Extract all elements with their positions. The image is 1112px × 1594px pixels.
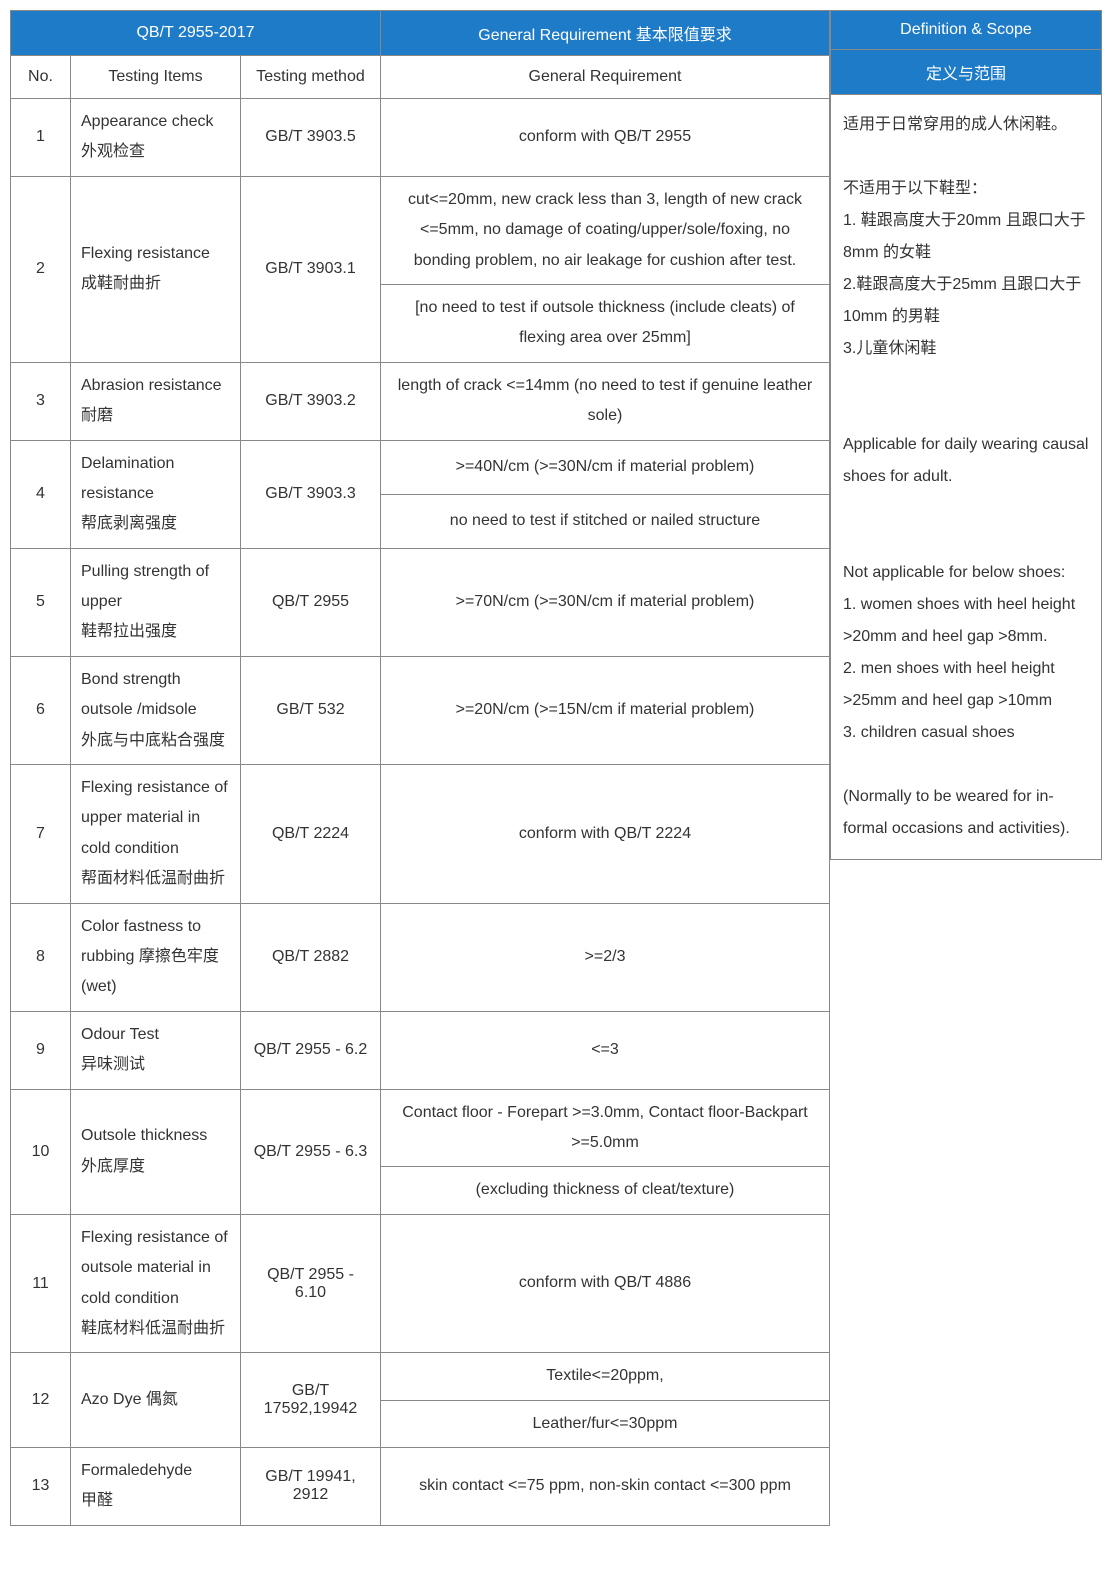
cell-no: 1: [11, 99, 71, 177]
cell-requirement: >=20N/cm (>=15N/cm if material problem): [381, 656, 830, 764]
table-row: 3Abrasion resistance 耐磨GB/T 3903.2length…: [11, 362, 830, 440]
cell-testing-method: GB/T 3903.1: [241, 176, 381, 362]
table-row: 6Bond strength outsole /midsole 外底与中底粘合强…: [11, 656, 830, 764]
header-definition: Definition & Scope: [831, 11, 1102, 50]
cell-requirement: [no need to test if outsole thickness (i…: [381, 284, 830, 362]
cell-requirement: conform with QB/T 4886: [381, 1214, 830, 1353]
cell-testing-method: QB/T 2955 - 6.2: [241, 1011, 381, 1089]
cell-no: 10: [11, 1089, 71, 1214]
table-row: 9Odour Test 异味测试QB/T 2955 - 6.2<=3: [11, 1011, 830, 1089]
cell-requirement: <=3: [381, 1011, 830, 1089]
main-table: QB/T 2955-2017 General Requirement 基本限值要…: [10, 10, 830, 1526]
cell-no: 2: [11, 176, 71, 362]
cell-testing-method: GB/T 532: [241, 656, 381, 764]
cell-testing-items: Appearance check 外观检查: [71, 99, 241, 177]
cell-testing-method: GB/T 17592,19942: [241, 1353, 381, 1448]
cell-testing-method: QB/T 2955: [241, 548, 381, 656]
cell-testing-method: QB/T 2882: [241, 903, 381, 1011]
cell-requirement: length of crack <=14mm (no need to test …: [381, 362, 830, 440]
cell-requirement: conform with QB/T 2955: [381, 99, 830, 177]
cell-testing-items: Formaledehyde 甲醛: [71, 1448, 241, 1526]
cell-testing-method: GB/T 3903.3: [241, 440, 381, 548]
cell-requirement: skin contact <=75 ppm, non-skin contact …: [381, 1448, 830, 1526]
subheader-items: Testing Items: [71, 56, 241, 99]
definition-scope-cell: 适用于日常穿用的成人休闲鞋。 不适用于以下鞋型： 1. 鞋跟高度大于20mm 且…: [831, 95, 1102, 860]
table-row: 5Pulling strength of upper 鞋帮拉出强度QB/T 29…: [11, 548, 830, 656]
cell-testing-items: Flexing resistance 成鞋耐曲折: [71, 176, 241, 362]
cell-requirement: >=70N/cm (>=30N/cm if material problem): [381, 548, 830, 656]
cell-requirement: Contact floor - Forepart >=3.0mm, Contac…: [381, 1089, 830, 1167]
table-row: 8Color fastness to rubbing 摩擦色牢度 (wet)QB…: [11, 903, 830, 1011]
cell-testing-items: Abrasion resistance 耐磨: [71, 362, 241, 440]
cell-no: 6: [11, 656, 71, 764]
cell-testing-method: QB/T 2224: [241, 765, 381, 904]
cell-no: 11: [11, 1214, 71, 1353]
cell-no: 5: [11, 548, 71, 656]
cell-requirement: Textile<=20ppm,: [381, 1353, 830, 1400]
header-standard: QB/T 2955-2017: [11, 11, 381, 56]
cell-testing-items: Outsole thickness 外底厚度: [71, 1089, 241, 1214]
cell-requirement: >=40N/cm (>=30N/cm if material problem): [381, 440, 830, 494]
subheader-row: No.Testing ItemsTesting methodGeneral Re…: [11, 56, 830, 99]
cell-no: 3: [11, 362, 71, 440]
subheader-no: No.: [11, 56, 71, 99]
cell-testing-items: Flexing resistance of outsole material i…: [71, 1214, 241, 1353]
header-definition-cn: 定义与范围: [831, 50, 1102, 95]
cell-testing-method: GB/T 3903.2: [241, 362, 381, 440]
subheader-method: Testing method: [241, 56, 381, 99]
cell-testing-method: GB/T 3903.5: [241, 99, 381, 177]
cell-requirement: >=2/3: [381, 903, 830, 1011]
table-row: 11Flexing resistance of outsole material…: [11, 1214, 830, 1353]
cell-testing-method: QB/T 2955 - 6.10: [241, 1214, 381, 1353]
table-row: 1Appearance check 外观检查GB/T 3903.5conform…: [11, 99, 830, 177]
table-row: 4Delamination resistance 帮底剥离强度GB/T 3903…: [11, 440, 830, 494]
table-row: 7Flexing resistance of upper material in…: [11, 765, 830, 904]
header-row: QB/T 2955-2017 General Requirement 基本限值要…: [11, 11, 830, 56]
cell-requirement: (excluding thickness of cleat/texture): [381, 1167, 830, 1214]
table-row: 12Azo Dye 偶氮GB/T 17592,19942Textile<=20p…: [11, 1353, 830, 1400]
cell-requirement: Leather/fur<=30ppm: [381, 1400, 830, 1447]
cell-testing-items: Flexing resistance of upper material in …: [71, 765, 241, 904]
cell-testing-method: GB/T 19941, 2912: [241, 1448, 381, 1526]
cell-no: 8: [11, 903, 71, 1011]
cell-no: 12: [11, 1353, 71, 1448]
page-wrapper: QB/T 2955-2017 General Requirement 基本限值要…: [10, 10, 1102, 1526]
cell-no: 9: [11, 1011, 71, 1089]
cell-testing-items: Odour Test 异味测试: [71, 1011, 241, 1089]
cell-requirement: no need to test if stitched or nailed st…: [381, 494, 830, 548]
side-table: Definition & Scope 定义与范围 适用于日常穿用的成人休闲鞋。 …: [830, 10, 1102, 860]
cell-testing-items: Azo Dye 偶氮: [71, 1353, 241, 1448]
subheader-req: General Requirement: [381, 56, 830, 99]
cell-no: 7: [11, 765, 71, 904]
cell-no: 13: [11, 1448, 71, 1526]
cell-testing-items: Delamination resistance 帮底剥离强度: [71, 440, 241, 548]
cell-requirement: cut<=20mm, new crack less than 3, length…: [381, 176, 830, 284]
cell-no: 4: [11, 440, 71, 548]
cell-testing-method: QB/T 2955 - 6.3: [241, 1089, 381, 1214]
table-row: 10Outsole thickness 外底厚度QB/T 2955 - 6.3C…: [11, 1089, 830, 1167]
table-row: 13Formaledehyde 甲醛GB/T 19941, 2912skin c…: [11, 1448, 830, 1526]
cell-testing-items: Bond strength outsole /midsole 外底与中底粘合强度: [71, 656, 241, 764]
table-row: 2Flexing resistance 成鞋耐曲折GB/T 3903.1cut<…: [11, 176, 830, 284]
cell-requirement: conform with QB/T 2224: [381, 765, 830, 904]
cell-testing-items: Pulling strength of upper 鞋帮拉出强度: [71, 548, 241, 656]
header-general-req: General Requirement 基本限值要求: [381, 11, 830, 56]
cell-testing-items: Color fastness to rubbing 摩擦色牢度 (wet): [71, 903, 241, 1011]
